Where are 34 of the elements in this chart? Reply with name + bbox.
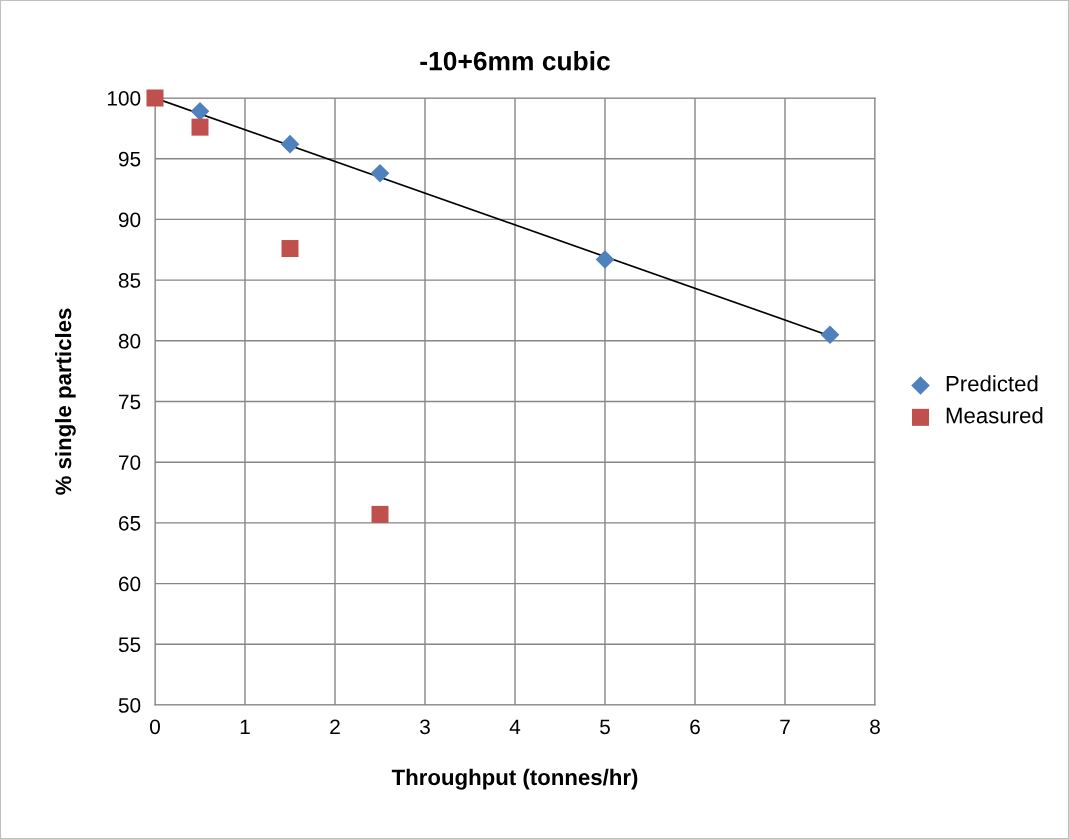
x-tick-label: 6 [690,719,700,735]
y-tick-label: 100 [107,91,141,106]
x-tick-label: 3 [420,719,430,735]
y-tick-label: 95 [118,151,141,167]
point [371,505,389,523]
point [370,163,390,183]
legend-label: Measured [946,407,1043,424]
y-tick-label: 60 [119,576,141,592]
x-tick-label: 4 [509,719,521,734]
point [146,89,164,107]
y-tick-label: 70 [119,455,141,470]
chart-title: -10+6mm cubic [420,51,610,71]
point [281,240,299,258]
point [595,250,615,269]
y-tick-label: 55 [118,637,141,653]
point [820,325,840,345]
y-axis-title: % single particles [54,308,76,495]
x-tick-label: 8 [870,719,880,735]
y-tick-label: 80 [118,333,141,349]
y-tick-label: 50 [118,698,141,713]
y-tick-label: 85 [118,273,141,288]
x-tick-label: 0 [150,719,160,735]
x-tick-label: 7 [780,719,790,734]
x-tick-label: 5 [600,719,610,735]
point [190,102,210,121]
y-tick-label: 90 [118,212,141,228]
legend-label: Predicted [946,375,1038,392]
x-axis-title: Throughput (tonnes/hr) [391,768,638,790]
point [191,118,209,136]
point [280,134,300,154]
x-tick-label: 2 [330,719,340,734]
x-tick-label: 1 [240,719,250,734]
y-tick-label: 75 [119,394,141,410]
y-tick-label: 65 [119,515,141,531]
